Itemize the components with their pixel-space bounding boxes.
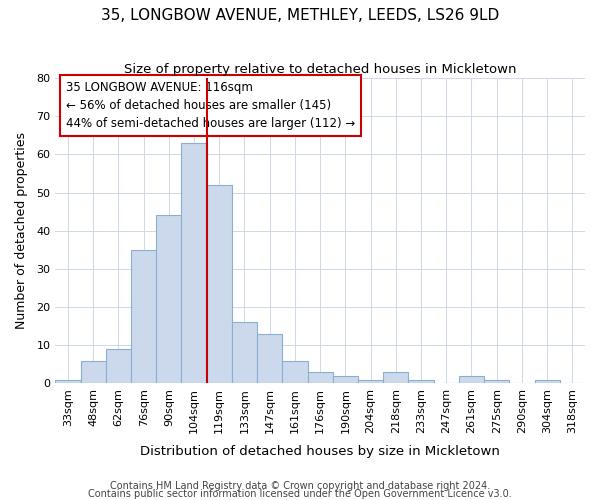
- Bar: [206, 185, 232, 384]
- Bar: [535, 380, 560, 384]
- Bar: [55, 380, 80, 384]
- Text: Contains HM Land Registry data © Crown copyright and database right 2024.: Contains HM Land Registry data © Crown c…: [110, 481, 490, 491]
- Bar: [333, 376, 358, 384]
- Text: Contains public sector information licensed under the Open Government Licence v3: Contains public sector information licen…: [88, 489, 512, 499]
- X-axis label: Distribution of detached houses by size in Mickletown: Distribution of detached houses by size …: [140, 444, 500, 458]
- Text: 35, LONGBOW AVENUE, METHLEY, LEEDS, LS26 9LD: 35, LONGBOW AVENUE, METHLEY, LEEDS, LS26…: [101, 8, 499, 22]
- Bar: [409, 380, 434, 384]
- Bar: [459, 376, 484, 384]
- Title: Size of property relative to detached houses in Mickletown: Size of property relative to detached ho…: [124, 62, 517, 76]
- Bar: [131, 250, 156, 384]
- Bar: [484, 380, 509, 384]
- Y-axis label: Number of detached properties: Number of detached properties: [15, 132, 28, 329]
- Bar: [106, 349, 131, 384]
- Bar: [283, 360, 308, 384]
- Text: 35 LONGBOW AVENUE: 116sqm
← 56% of detached houses are smaller (145)
44% of semi: 35 LONGBOW AVENUE: 116sqm ← 56% of detac…: [66, 81, 355, 130]
- Bar: [80, 360, 106, 384]
- Bar: [156, 216, 181, 384]
- Bar: [383, 372, 409, 384]
- Bar: [257, 334, 283, 384]
- Bar: [308, 372, 333, 384]
- Bar: [181, 143, 206, 384]
- Bar: [358, 380, 383, 384]
- Bar: [232, 322, 257, 384]
